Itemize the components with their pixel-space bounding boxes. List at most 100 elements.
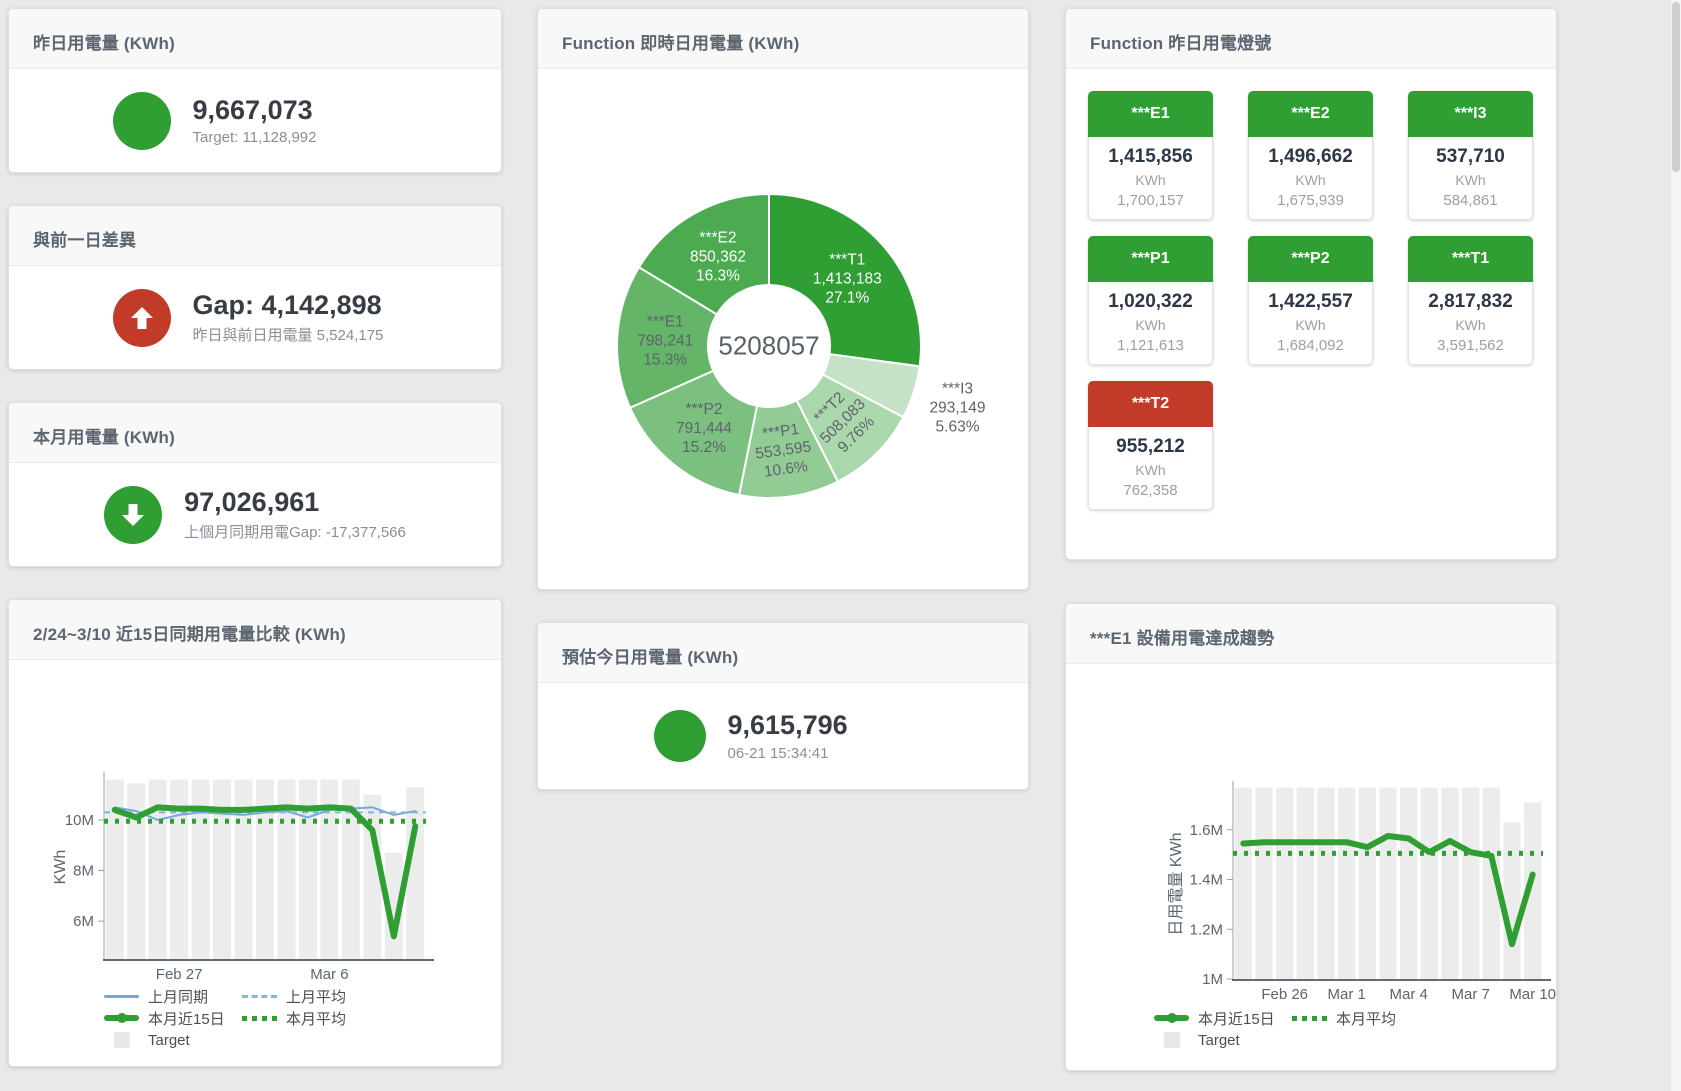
tile-target: 1,675,939 bbox=[1277, 192, 1344, 209]
arrow-up-icon bbox=[112, 288, 171, 347]
x-tick-label: Mar 1 bbox=[1327, 986, 1365, 1003]
tile-value: 1,496,662 bbox=[1268, 146, 1353, 167]
card-15day-compare-chart: 2/24~3/10 近15日同期用電量比較 (KWh) 6M 8M 10M Feb 2… bbox=[8, 599, 502, 1067]
card-month-usage: 本月用電量 (KWh) 97,026,961 上個月同期用電Gap: -17,3… bbox=[8, 402, 502, 567]
gray-box-marker bbox=[1154, 1032, 1189, 1048]
tile-header: ***I3 bbox=[1408, 91, 1533, 137]
x-tick-label: Feb 26 bbox=[1261, 986, 1308, 1003]
target-bar bbox=[320, 779, 339, 959]
legend-item-last-month[interactable]: 上月同期 bbox=[104, 986, 242, 1007]
x-tick-label: Mar 6 bbox=[310, 966, 348, 983]
tile-unit: KWh bbox=[1455, 317, 1486, 333]
yesterday-usage-value: 9,667,073 bbox=[192, 94, 313, 125]
target-bar bbox=[384, 852, 403, 959]
target-bar bbox=[1275, 787, 1294, 979]
y-tick-label: 10M bbox=[65, 812, 94, 829]
target-bar bbox=[213, 779, 232, 959]
donut-slice-label: ***E2 850,362 16.3% bbox=[690, 229, 746, 284]
card-title: 本月用電量 (KWh) bbox=[9, 403, 501, 463]
donut-slice-P2[interactable] bbox=[628, 369, 759, 497]
scrollbar-thumb[interactable] bbox=[1672, 2, 1680, 172]
legend-item-target[interactable]: Target bbox=[1154, 1032, 1292, 1049]
prev-day-gap-sub: 昨日與前日用電量 5,524,175 bbox=[192, 327, 384, 345]
legend-item-target[interactable]: Target bbox=[104, 1032, 242, 1049]
green-dots-marker bbox=[1292, 1015, 1327, 1021]
donut-slice-T1[interactable] bbox=[768, 192, 922, 368]
yesterday-usage-target: Target: 11,128,992 bbox=[192, 129, 317, 147]
target-bar bbox=[148, 779, 167, 959]
legend-item-last-month-avg[interactable]: 上月平均 bbox=[242, 986, 380, 1007]
tile-value: 955,212 bbox=[1116, 436, 1185, 457]
light-tile-p2[interactable]: ***P2 1,422,557 KWh 1,684,092 bbox=[1248, 236, 1373, 365]
card-realtime-donut: Function 即時日用電量 (KWh) ***T1 1,413,183 27.1… bbox=[537, 8, 1029, 590]
e1-trend-ylabel: 日用電量 KWh bbox=[1168, 832, 1185, 936]
tile-header: ***P1 bbox=[1088, 236, 1213, 282]
y-tick-label: 1.2M bbox=[1190, 921, 1223, 938]
legend-item-this-month[interactable]: 本月近15日 bbox=[1154, 1008, 1292, 1029]
scrollbar[interactable] bbox=[1671, 0, 1681, 1091]
donut-slice-E1[interactable] bbox=[616, 265, 719, 410]
legend-item-this-month-avg[interactable]: 本月平均 bbox=[1292, 1008, 1430, 1029]
blue-line-marker bbox=[104, 994, 139, 998]
light-tile-i3[interactable]: ***I3 537,710 KWh 584,861 bbox=[1408, 91, 1533, 220]
card-yesterday-usage: 昨日用電量 (KWh) 9,667,073 Target: 11,128,992 bbox=[8, 8, 502, 173]
legend-item-this-month[interactable]: 本月近15日 bbox=[104, 1008, 242, 1029]
card-lights: Function 昨日用電燈號 ***E1 1,415,856 KWh 1,70… bbox=[1065, 8, 1557, 560]
lights-grid: ***E1 1,415,856 KWh 1,700,157 ***E2 1,49… bbox=[1066, 69, 1556, 559]
card-title: ***E1 設備用電達成趨勢 bbox=[1066, 604, 1556, 664]
light-tile-e2[interactable]: ***E2 1,496,662 KWh 1,675,939 bbox=[1248, 91, 1373, 220]
legend-item-this-month-avg[interactable]: 本月平均 bbox=[242, 1008, 380, 1029]
tile-unit: KWh bbox=[1295, 172, 1326, 188]
tile-value: 1,422,557 bbox=[1268, 291, 1353, 312]
target-bar bbox=[1379, 787, 1397, 979]
tile-value: 1,415,856 bbox=[1108, 146, 1193, 167]
blue-dash-marker bbox=[242, 994, 277, 998]
card-title: Function 即時日用電量 (KWh) bbox=[538, 9, 1028, 69]
target-bar bbox=[1523, 802, 1542, 979]
target-bar bbox=[1296, 787, 1315, 979]
y-tick-label: 8M bbox=[73, 863, 94, 880]
light-tile-t1[interactable]: ***T1 2,817,832 KWh 3,591,562 bbox=[1408, 236, 1533, 365]
target-bar bbox=[1234, 787, 1253, 979]
green-dots-marker bbox=[242, 1015, 277, 1021]
light-tile-e1[interactable]: ***E1 1,415,856 KWh 1,700,157 bbox=[1088, 91, 1213, 220]
tile-value: 537,710 bbox=[1436, 146, 1505, 167]
donut-slice-label: ***T1 1,413,183 27.1% bbox=[813, 252, 882, 307]
target-bar bbox=[255, 779, 275, 959]
target-bar bbox=[1358, 787, 1377, 979]
target-bar bbox=[1337, 787, 1356, 979]
compare-chart-ylabel: KWh bbox=[52, 849, 69, 885]
donut-chart: ***T1 1,413,183 27.1%***I3 293,149 5.63%***T… bbox=[616, 192, 986, 499]
e1-trend-chart-plot: 1M 1.2M 1.4M 1.6M Feb 26 Mar 1 Mar 4 Mar 7 Mar 1… bbox=[1190, 781, 1556, 1003]
tile-header: ***T1 bbox=[1408, 236, 1533, 282]
tile-target: 762,358 bbox=[1123, 482, 1178, 499]
target-bar bbox=[1399, 787, 1418, 979]
tile-target: 1,700,157 bbox=[1117, 192, 1184, 209]
today-estimate-timestamp: 06-21 15:34:41 bbox=[727, 744, 829, 762]
target-bar bbox=[127, 783, 146, 959]
target-bar bbox=[1420, 787, 1439, 979]
gray-box-marker bbox=[104, 1032, 139, 1048]
card-e1-trend-chart: ***E1 設備用電達成趨勢 1M 1.2M 1.4M 1.6M Feb 26 Mar 1… bbox=[1065, 603, 1557, 1071]
donut-slice-label: ***P1553,59510.6% bbox=[752, 419, 815, 481]
tile-header: ***E1 bbox=[1088, 91, 1213, 137]
today-estimate-value: 9,615,796 bbox=[727, 710, 848, 741]
donut-slice-E2[interactable] bbox=[637, 192, 770, 316]
light-tile-t2[interactable]: ***T2 955,212 KWh 762,358 bbox=[1088, 381, 1213, 510]
compare-chart-legend: 上月同期 上月平均 本月近15日 本月平均 Target bbox=[104, 985, 380, 1051]
status-circle-green bbox=[112, 91, 171, 150]
compare-chart-plot: 6M 8M 10M Feb 27 Mar 6 bbox=[65, 772, 434, 983]
tile-target: 1,684,092 bbox=[1277, 337, 1344, 354]
card-title: Function 昨日用電燈號 bbox=[1066, 9, 1556, 69]
card-title: 2/24~3/10 近15日同期用電量比較 (KWh) bbox=[9, 600, 501, 660]
tile-header: ***E2 bbox=[1248, 91, 1373, 137]
target-bar bbox=[341, 779, 360, 959]
month-usage-gap: 上個月同期用電Gap: -17,377,566 bbox=[184, 524, 406, 542]
card-title: 預估今日用電量 (KWh) bbox=[538, 623, 1028, 683]
card-prev-day-gap: 與前一日差異 Gap: 4,142,898 昨日與前日用電量 5,524,175 bbox=[8, 205, 502, 370]
tile-header: ***P2 bbox=[1248, 236, 1373, 282]
x-tick-label: Mar 4 bbox=[1389, 986, 1427, 1003]
light-tile-p1[interactable]: ***P1 1,020,322 KWh 1,121,613 bbox=[1088, 236, 1213, 365]
target-bar bbox=[298, 779, 317, 959]
y-tick-label: 1M bbox=[1202, 971, 1223, 988]
